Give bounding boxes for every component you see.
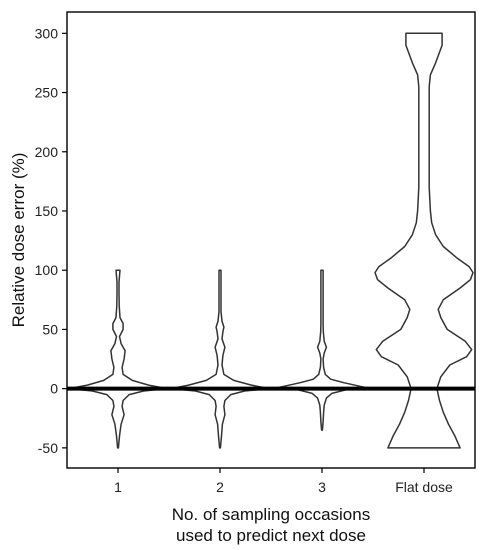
y-axis: -50 0 50 100 150 200 250 300 — [35, 25, 67, 456]
y-tick-label: 250 — [35, 85, 59, 101]
y-tick-label: -50 — [38, 440, 58, 456]
violin-1 — [68, 269, 168, 449]
y-tick-label: 150 — [35, 203, 59, 219]
y-tick-label: 300 — [35, 25, 59, 41]
y-tick-label: 100 — [35, 262, 59, 278]
violin-2 — [170, 269, 270, 449]
x-tick-label: Flat dose — [395, 479, 453, 495]
violin-3 — [272, 269, 372, 431]
violin-flat-dose — [374, 32, 474, 449]
y-tick-label: 0 — [50, 381, 58, 397]
plot-panel — [66, 11, 476, 469]
x-tick-label: 3 — [318, 479, 326, 495]
y-tick-label: 200 — [35, 144, 59, 160]
y-tick-label: 50 — [42, 321, 58, 337]
x-tick-label: 2 — [216, 479, 224, 495]
violins-group — [68, 32, 474, 449]
x-axis: 1 2 3 Flat dose — [114, 468, 453, 495]
x-tick-label: 1 — [114, 479, 122, 495]
x-axis-title-line-2: used to predict next dose — [176, 526, 366, 545]
y-axis-title: Relative dose error (%) — [9, 153, 28, 328]
x-axis-title-line-1: No. of sampling occasions — [172, 505, 370, 524]
